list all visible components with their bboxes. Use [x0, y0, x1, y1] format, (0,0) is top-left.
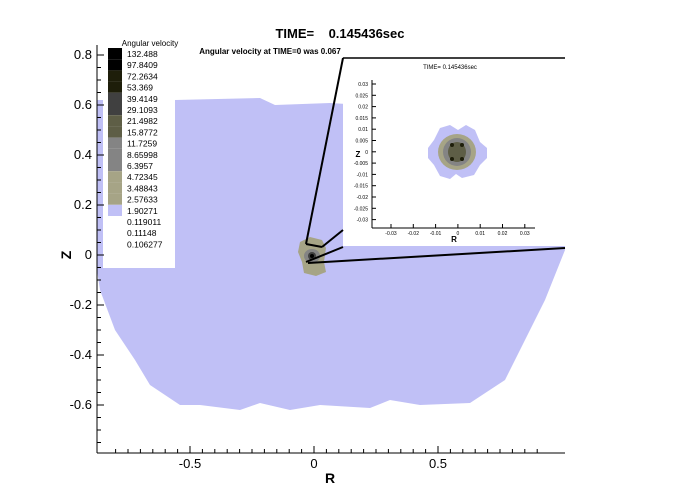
- y-tick-label: 0.6: [74, 97, 92, 112]
- inset-spot: [460, 157, 464, 161]
- inset-y-tick-label: -0.025: [354, 206, 368, 212]
- legend-label: 0.119011: [127, 217, 161, 227]
- inset-x-tick-label: 0.02: [498, 231, 508, 237]
- legend-swatch: [108, 92, 122, 104]
- legend-label: 132.488: [127, 49, 158, 59]
- legend-label: 21.4982: [127, 116, 158, 126]
- inset-x-tick-label: 0.01: [475, 231, 485, 237]
- zoom-line: [305, 57, 344, 245]
- legend-swatch: [108, 182, 122, 194]
- y-tick-label: 0.2: [74, 197, 92, 212]
- legend-swatch: [108, 193, 122, 205]
- inset-y-tick-label: 0.02: [358, 105, 368, 111]
- inset-y-tick-label: -0.02: [357, 195, 369, 201]
- inset-x-tick-label: -0.03: [385, 231, 397, 237]
- legend-label: 72.2634: [127, 71, 158, 81]
- legend-swatch: [108, 160, 122, 172]
- legend-swatch: [108, 126, 122, 138]
- legend-label: 1.90271: [127, 206, 158, 216]
- legend-label: 6.3957: [127, 161, 153, 171]
- inset-spot: [460, 143, 464, 147]
- x-tick-label: 0.5: [429, 456, 447, 471]
- inset-x-tick-label: -0.01: [430, 231, 442, 237]
- zoom-lines: [305, 57, 566, 264]
- inset-y-label: Z: [356, 150, 361, 159]
- inset-panel: TIME= 0.145436sec 0.03 0.025 0.02 0.015 0.01…: [343, 57, 565, 246]
- legend-swatch: [108, 148, 122, 160]
- inset-y-tick-label: 0.03: [358, 82, 368, 88]
- inset-x-label: R: [451, 235, 457, 244]
- inset-y-tick-label: 0.025: [355, 93, 368, 99]
- inset-x-tick-label: 0: [457, 231, 460, 237]
- inset-blob: [428, 125, 487, 179]
- inset-y-tick-label: -0.03: [357, 218, 369, 224]
- zoom-line: [307, 247, 566, 264]
- legend-label: 53.369: [127, 83, 153, 93]
- legend-title: Angular velocity: [122, 39, 178, 48]
- inset-dark: [448, 142, 466, 162]
- legend-swatch: [108, 48, 122, 60]
- legend-label: 0.11148: [127, 228, 157, 238]
- inset-y-tick-label: -0.005: [354, 161, 368, 167]
- legend-label: 2.57633: [127, 195, 158, 205]
- y-tick-label: -0.2: [70, 297, 92, 312]
- legend-label: 11.7259: [127, 139, 157, 149]
- zoom-line: [321, 229, 344, 248]
- inset-spot: [450, 157, 454, 161]
- chart-subtitle: Angular velocity at TIME=0 was 0.067: [199, 47, 341, 56]
- inset-y-tick-label: -0.015: [354, 184, 368, 190]
- legend-swatch: [108, 59, 122, 71]
- legend-swatch: [108, 204, 122, 216]
- legend-label: 15.8772: [127, 127, 158, 137]
- legend-label: 8.65998: [127, 150, 158, 160]
- core-center: [310, 254, 314, 258]
- inset-spot: [450, 143, 454, 147]
- inset-y-tick-label: 0.005: [355, 139, 368, 145]
- legend-label: 29.1093: [127, 105, 158, 115]
- chart-title: TIME= 0.145436sec: [275, 26, 404, 41]
- inset-y-tick-label: 0: [365, 150, 368, 156]
- zoom-line: [305, 246, 344, 263]
- legend-label: 0.106277: [127, 239, 163, 249]
- legend-swatch: [108, 171, 122, 183]
- legend-label: 3.48843: [127, 183, 158, 193]
- legend-swatch: [108, 137, 122, 149]
- inset-y-tick-label: 0.015: [355, 116, 368, 122]
- y-tick-label: 0.4: [74, 147, 92, 162]
- inset-axes: 0.03 0.025 0.02 0.015 0.01 0.005 0 -0.005 -0.01 -…: [354, 80, 535, 244]
- legend-swatch: [108, 81, 122, 93]
- legend-swatch: [108, 104, 122, 116]
- legend-swatch: [108, 115, 122, 127]
- y-tick-label: -0.6: [70, 397, 92, 412]
- inset-x-tick-label: -0.02: [408, 231, 420, 237]
- inset-y-tick-label: -0.01: [357, 172, 369, 178]
- y-tick-label: 0.8: [74, 47, 92, 62]
- legend-swatch: [108, 70, 122, 82]
- inset-x-tick-label: 0.03: [520, 231, 530, 237]
- y-axis-label: Z: [58, 250, 74, 259]
- x-tick-label: 0: [310, 456, 317, 471]
- inset-y-tick-label: 0.01: [358, 127, 368, 133]
- legend-label: 39.4149: [127, 94, 158, 104]
- inset-title: TIME= 0.145436sec: [423, 65, 477, 71]
- y-tick-label: 0: [85, 247, 92, 262]
- legend-label: 4.72345: [127, 172, 158, 182]
- main-axes: -0.5 0 0.5 0.8 0.6 0.4 0.2 0 -0.2 -0.4 -0.6: [70, 45, 565, 471]
- legend-label: 97.8409: [127, 60, 158, 70]
- x-tick-label: -0.5: [179, 456, 201, 471]
- y-tick-label: -0.4: [70, 347, 92, 362]
- x-axis-label: R: [325, 470, 335, 486]
- zoom-line: [305, 243, 323, 248]
